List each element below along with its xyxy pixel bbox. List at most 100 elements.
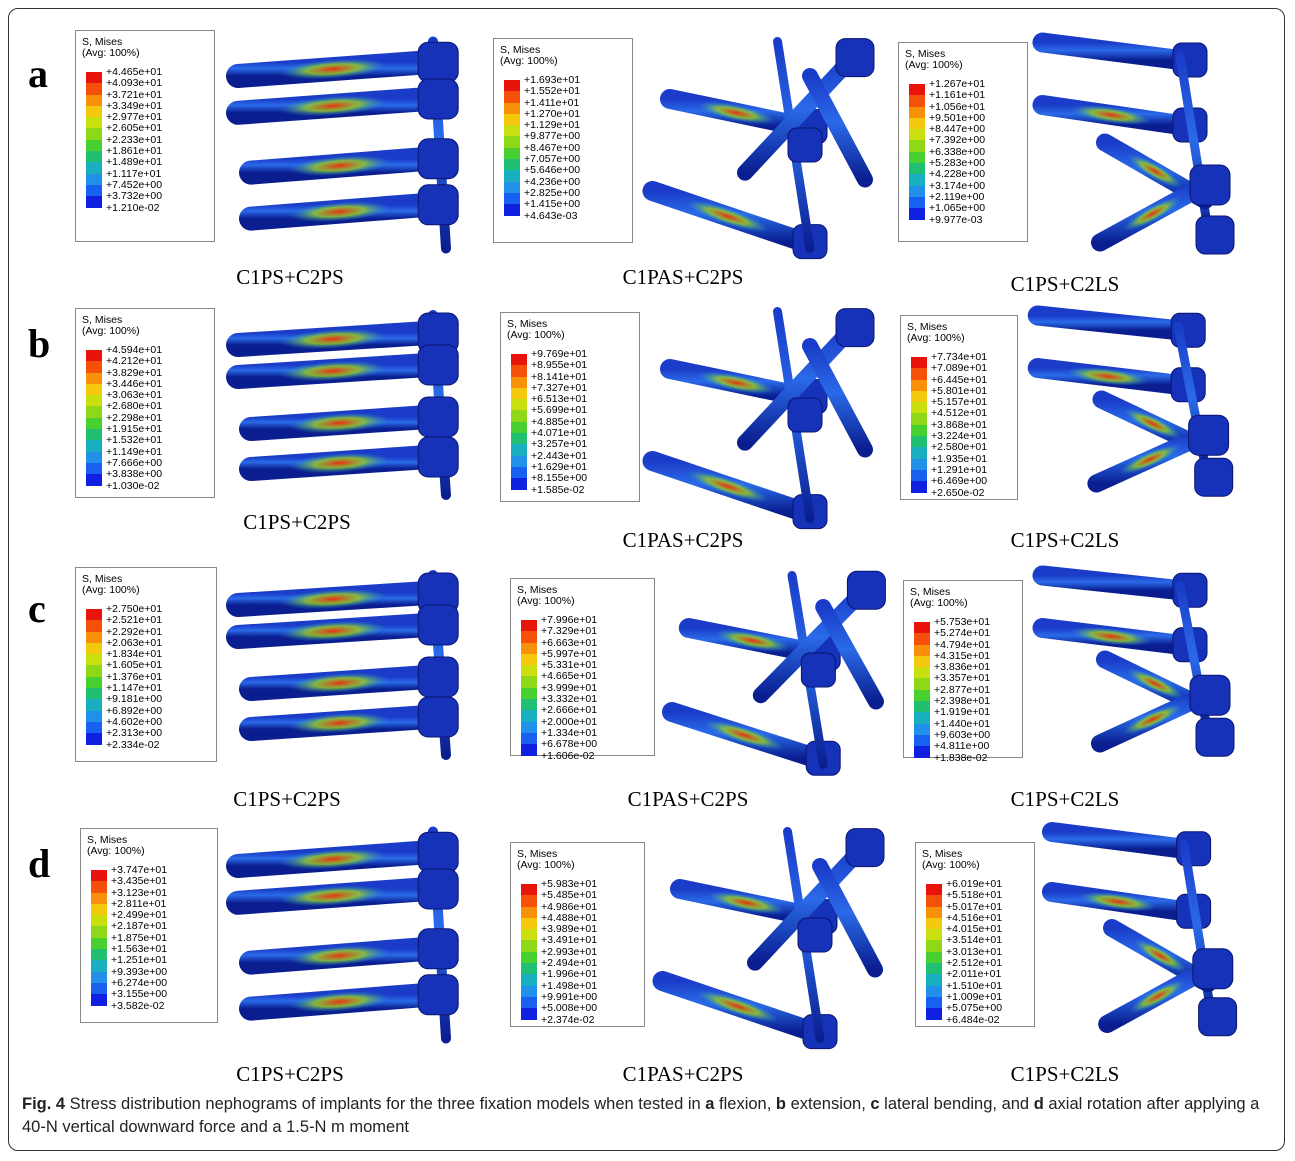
implant-model [660,565,900,775]
implant-model [225,30,485,260]
legend-subtitle: (Avg: 100%) [907,333,1011,344]
color-band [926,895,942,906]
stress-hotspot [279,92,387,119]
color-band [91,938,107,949]
color-band [521,907,537,918]
legend-value: +2.374e-02 [541,1015,597,1026]
screw-head [418,79,458,119]
color-band [86,699,102,710]
stress-hotspot [696,97,776,129]
implant-rod [1043,43,1181,61]
legend-subtitle: (Avg: 100%) [82,48,208,59]
color-band [86,95,102,106]
legend-color-bar [86,609,102,745]
legend-value: +3.257e+01 [531,439,587,450]
color-band [909,163,925,174]
color-band [511,444,527,455]
color-band [914,735,930,746]
color-band [926,907,942,918]
screw-head [1195,458,1233,496]
screw-head [801,653,835,687]
legend-value: +7.329e+01 [541,626,597,637]
color-band [521,963,537,974]
color-band [914,656,930,667]
legend-value: +4.228e+00 [929,169,985,180]
legend-value: +2.580e+01 [931,442,987,453]
color-band [86,117,102,128]
color-band [86,196,102,207]
stress-legend: S, Mises(Avg: 100%)+5.753e+01+5.274e+01+… [903,580,1023,758]
color-band [521,1008,537,1019]
legend-values: +5.753e+01+5.274e+01+4.794e+01+4.315e+01… [934,617,990,764]
color-band [914,746,930,757]
color-band [504,182,520,193]
color-band [511,365,527,376]
color-band [911,470,927,481]
color-band [911,391,927,402]
legend-color-bar [504,80,520,216]
screw-head [418,139,458,179]
implant-model [225,565,485,765]
color-band [521,676,537,687]
stress-hotspot [1121,192,1184,236]
panel-label: C1PS+C2LS [1011,1062,1120,1087]
legend-color-bar [86,72,102,208]
legend-subtitle: (Avg: 100%) [507,330,633,341]
color-band [911,425,927,436]
caption-segment: extension, [786,1095,870,1113]
color-band [911,459,927,470]
caption-segment: Fig. 4 [22,1095,65,1113]
stress-hotspot [289,942,391,969]
stress-hotspot [279,882,387,909]
screw-head [798,918,832,952]
color-band [511,456,527,467]
panel-label: C1PAS+C2PS [628,787,749,812]
color-band [914,622,930,633]
color-band [91,904,107,915]
color-band [926,952,942,963]
color-band [86,722,102,733]
legend-value: +1.585e-02 [531,485,587,496]
stress-legend: S, Mises(Avg: 100%)+9.769e+01+8.955e+01+… [500,312,640,502]
legend-value: +5.646e+00 [524,165,580,176]
legend-subtitle: (Avg: 100%) [82,326,208,337]
legend-value: +2.334e-02 [106,740,162,751]
stress-legend: S, Mises(Avg: 100%)+5.983e+01+5.485e+01+… [510,842,645,1027]
color-band [911,413,927,424]
caption-segment: d [1034,1095,1044,1113]
color-band [86,452,102,463]
screw-head [1196,718,1234,756]
color-band [926,997,942,1008]
screw-head [846,829,884,867]
implant-rod [1180,55,1210,243]
legend-value: +3.155e+00 [111,989,167,1000]
color-band [521,631,537,642]
color-band [914,633,930,644]
legend-value: +6.469e+00 [931,476,987,487]
color-band [91,926,107,937]
legend-color-bar [926,884,942,1020]
legend-value: +4.212e+01 [106,356,162,367]
stress-hotspot [696,367,776,399]
screw-head [418,42,458,82]
caption-segment: lateral bending, and [880,1095,1034,1113]
color-band [504,103,520,114]
color-band [521,895,537,906]
legend-value: +1.996e+01 [541,969,597,980]
stress-hotspot [1125,150,1186,193]
caption-segment: flexion, [714,1095,775,1113]
color-band [86,609,102,620]
legend-value: +3.838e+00 [106,469,162,480]
color-band [521,952,537,963]
screw-head [418,869,458,909]
color-band [86,665,102,676]
legend-values: +6.019e+01+5.518e+01+5.017e+01+4.516e+01… [946,879,1002,1026]
color-band [521,918,537,929]
screw-head [418,437,458,477]
color-band [521,733,537,744]
color-band [926,940,942,951]
color-band [911,481,927,492]
legend-value: +1.606e-02 [541,751,597,762]
color-band [511,410,527,421]
implant-model [225,305,485,505]
